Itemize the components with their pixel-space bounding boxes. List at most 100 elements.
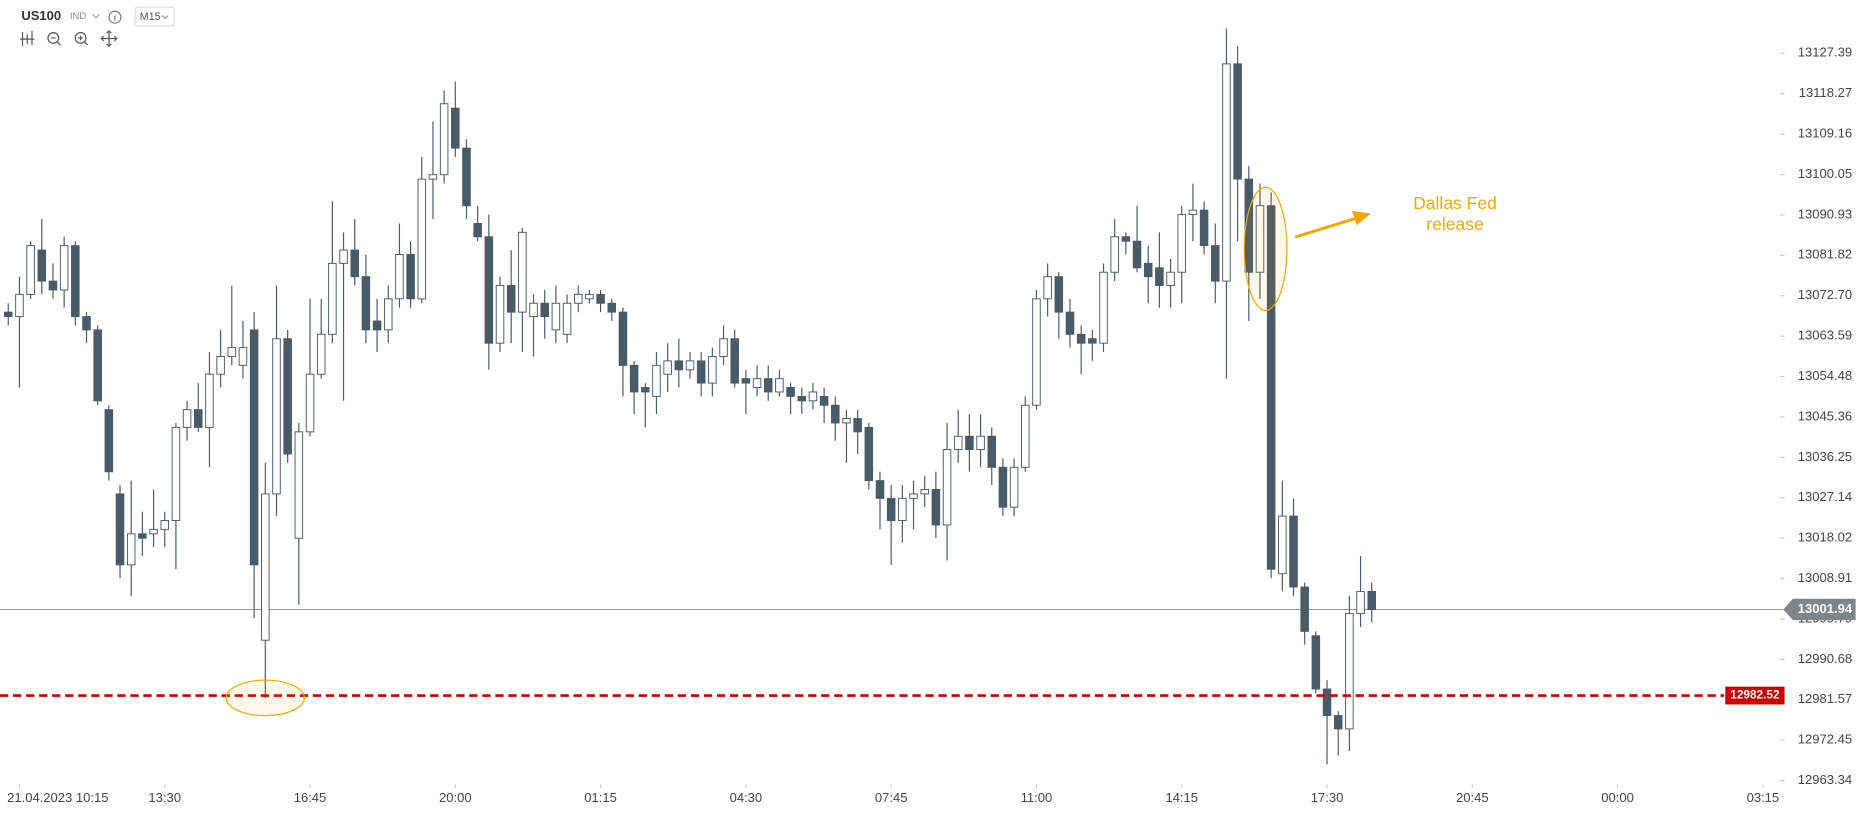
candle-body [641,387,650,393]
candle-body [730,338,739,384]
candle-body [15,293,24,318]
candle-body [853,418,862,433]
candle-body [26,245,35,295]
candle-body [1222,63,1231,282]
candle-body [596,293,605,304]
highlight [1243,186,1288,312]
candle-body [428,174,438,180]
candle-body [808,391,818,402]
y-tick-label: 13081.82 [1798,247,1852,262]
candle-body [976,435,985,451]
y-tick-label: 12981.57 [1798,691,1852,706]
candle-body [104,409,114,473]
candle-body [797,395,807,402]
candle-body [674,360,684,371]
candle-body [227,347,237,357]
current-price-label: 13001.94 [1798,601,1853,616]
candle-body [115,493,125,566]
candle-body [1278,515,1287,575]
x-tick-label: 13:30 [148,790,181,805]
candle-body [909,493,918,499]
candle-body [294,431,304,539]
candle-body [1099,271,1108,344]
candle-body [37,249,47,282]
candle-body [1233,63,1242,180]
timeframe-caret [161,15,169,20]
candle-body [1009,466,1019,508]
candle-body [1300,586,1309,632]
candle-body [48,280,58,291]
timeframe-box[interactable] [134,6,175,27]
candle-body [59,245,69,291]
candle-body [1043,276,1052,300]
x-tick-label: 16:45 [294,790,327,805]
candle-body [1143,262,1153,278]
y-tick-label: 13018.02 [1798,530,1852,545]
x-tick-label: 03:15 [1747,790,1780,805]
candle-body [261,493,270,641]
timeframe: M15 [140,11,161,23]
dropdown-caret[interactable] [92,13,100,19]
candle-body [607,302,617,313]
candle-body [864,426,874,482]
candle-body [506,285,516,313]
info-icon[interactable] [108,10,122,24]
candle-body [1132,240,1142,269]
y-tick-label: 13090.93 [1798,206,1852,221]
candle-body [741,378,751,384]
candle-body [205,373,214,428]
y-tick-label: 12972.45 [1798,732,1852,747]
candle-body [842,418,851,424]
x-tick-label: 14:15 [1165,790,1198,805]
candle-body [283,338,292,455]
candles-tool[interactable] [20,30,35,47]
candle-body [1289,515,1298,588]
y-tick-label: 13118.27 [1799,85,1852,100]
candle-body [1054,276,1064,313]
candle-body [1021,404,1030,468]
candle-body [316,333,326,375]
toolbar [20,29,118,48]
candle-body [4,311,13,318]
candle-body [462,147,471,207]
candle-body [898,497,907,521]
x-tick-label: 11:00 [1021,790,1053,805]
candle-body [987,435,997,468]
candle-body [1032,298,1041,406]
candle-body [361,276,371,331]
candle-body [372,320,382,331]
candle-body [1345,613,1354,730]
candle-body [473,222,482,238]
y-tick-label: 13045.36 [1798,408,1852,423]
zoom-in[interactable] [74,32,87,44]
candle-body [529,302,538,318]
candle-body [1311,635,1321,690]
candle-body [875,480,885,499]
candle-body [953,435,963,451]
candle-body [1188,209,1198,216]
x-tick-label: 21.04.2023 10:15 [7,790,108,805]
y-tick-label: 13109.16 [1798,126,1852,141]
candle-body [1266,205,1276,570]
arrow-shaft [1294,216,1358,239]
candle-body [708,356,717,384]
candle-body [696,360,706,384]
x-tick-label: 00:00 [1601,790,1634,805]
pan-tool[interactable] [100,29,118,48]
candle-body [1166,271,1175,287]
candle-body [998,466,1008,508]
candle-body [93,329,102,402]
candle-body [1333,715,1343,730]
symbol[interactable]: US100 [21,8,61,23]
candle-body [249,329,259,566]
candle-body [719,338,728,357]
candle-body [819,395,829,406]
candle-body [216,356,225,375]
zoom-out[interactable] [47,32,60,44]
candle-body [1255,205,1265,273]
y-tick-label: 12963.34 [1798,772,1852,787]
candle-body [786,387,795,397]
candle-body [182,409,192,428]
arrow-head [1352,210,1371,226]
